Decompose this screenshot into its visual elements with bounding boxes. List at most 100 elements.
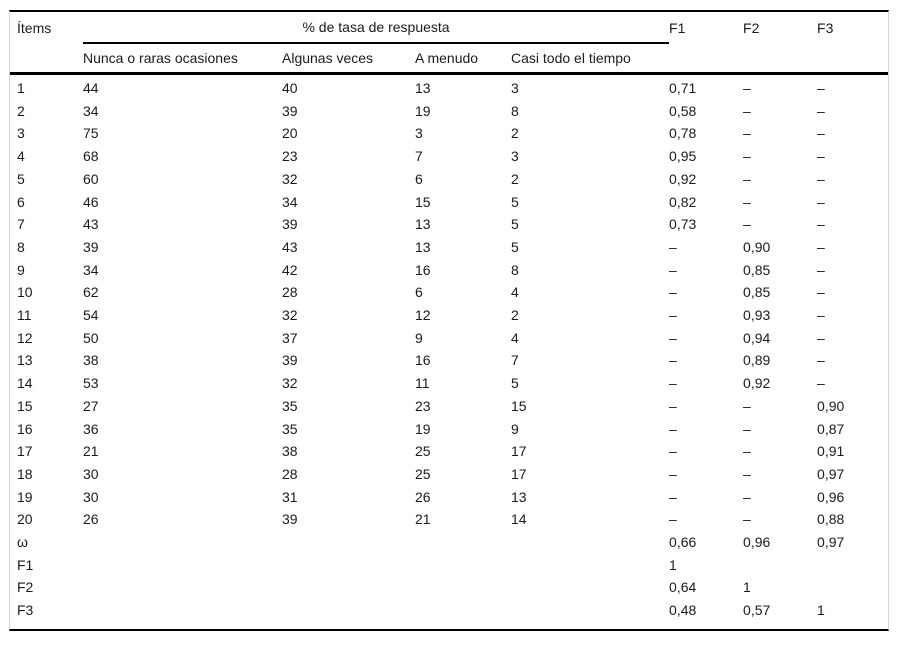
factor-cell: 0,57 bbox=[743, 602, 771, 619]
response-cell: 16 bbox=[415, 352, 431, 369]
factor-cell: – bbox=[669, 465, 677, 482]
response-cell: 13 bbox=[415, 216, 431, 233]
response-cell bbox=[282, 531, 415, 554]
response-cell: 32 bbox=[282, 375, 298, 392]
factor-cell: 0,92 bbox=[669, 170, 697, 187]
response-cell: 5 bbox=[511, 375, 519, 392]
response-cell bbox=[415, 599, 511, 629]
response-cell: 2 bbox=[511, 170, 519, 187]
item-cell: F3 bbox=[17, 602, 34, 619]
factor-cell: – bbox=[817, 193, 825, 210]
response-cell: 17 bbox=[511, 443, 527, 460]
factor-cell: – bbox=[743, 148, 751, 165]
header-spacer bbox=[10, 43, 83, 75]
factor-cell: – bbox=[817, 238, 825, 255]
response-cell: 8 bbox=[511, 102, 519, 119]
response-cell bbox=[511, 554, 669, 577]
item-cell: F1 bbox=[17, 556, 34, 573]
factor-cell: 1 bbox=[743, 579, 751, 596]
header-row-group: Ítems % de tasa de respuesta F1 F2 F3 bbox=[10, 12, 888, 44]
response-cell: 15 bbox=[415, 193, 431, 210]
factor-cell: 0,95 bbox=[669, 148, 697, 165]
factor-cell: – bbox=[669, 488, 677, 505]
factor-cell: 0,91 bbox=[817, 443, 845, 460]
response-cell: 25 bbox=[415, 443, 431, 460]
item-cell: 7 bbox=[17, 216, 25, 233]
response-cell: 37 bbox=[282, 329, 298, 346]
response-cell: 39 bbox=[282, 102, 298, 119]
response-cell: 39 bbox=[83, 238, 99, 255]
table-row: 19 30 31 26 13 – – 0,96 bbox=[10, 486, 888, 509]
response-cell: 39 bbox=[282, 216, 298, 233]
response-cell: 23 bbox=[282, 148, 298, 165]
response-cell: 6 bbox=[415, 284, 423, 301]
response-cell: 3 bbox=[511, 80, 519, 96]
response-cell: 39 bbox=[282, 511, 298, 528]
response-cell: 16 bbox=[415, 261, 431, 278]
header-spacer bbox=[817, 43, 888, 75]
item-cell: 5 bbox=[17, 170, 25, 187]
response-cell: 27 bbox=[83, 397, 99, 414]
factor-cell: – bbox=[817, 102, 825, 119]
factor-cell: 0,85 bbox=[743, 261, 771, 278]
response-cell: 25 bbox=[415, 465, 431, 482]
response-cell: 20 bbox=[282, 125, 298, 142]
table-row: 13 38 39 16 7 – 0,89 – bbox=[10, 349, 888, 372]
response-cell bbox=[511, 531, 669, 554]
item-cell: 17 bbox=[17, 443, 33, 460]
response-cell: 31 bbox=[282, 488, 298, 505]
item-cell: 20 bbox=[17, 511, 33, 528]
table-row: 1 44 40 13 3 0,71 – – bbox=[10, 74, 888, 100]
response-cell: 13 bbox=[415, 238, 431, 255]
response-cell: 26 bbox=[83, 511, 99, 528]
column-header-nunca: Nunca o raras ocasiones bbox=[83, 43, 282, 75]
response-cell: 3 bbox=[415, 125, 423, 142]
factor-cell: – bbox=[669, 329, 677, 346]
factor-cell: 0,88 bbox=[817, 511, 845, 528]
factor-cell: – bbox=[743, 80, 751, 96]
factor-cell: – bbox=[743, 465, 751, 482]
item-cell: 6 bbox=[17, 193, 25, 210]
factor-cell: – bbox=[743, 420, 751, 437]
table-header: Ítems % de tasa de respuesta F1 F2 F3 Nu… bbox=[10, 12, 888, 75]
response-rate-factor-table: Ítems % de tasa de respuesta F1 F2 F3 Nu… bbox=[10, 12, 888, 629]
response-cell: 60 bbox=[83, 170, 99, 187]
response-cell: 8 bbox=[511, 261, 519, 278]
table-row: 4 68 23 7 3 0,95 – – bbox=[10, 145, 888, 168]
response-cell: 7 bbox=[511, 352, 519, 369]
response-cell: 28 bbox=[282, 284, 298, 301]
item-cell: 4 bbox=[17, 148, 25, 165]
table-row: 9 34 42 16 8 – 0,85 – bbox=[10, 259, 888, 282]
item-cell: F2 bbox=[17, 579, 34, 596]
factor-cell: – bbox=[669, 443, 677, 460]
factor-cell: – bbox=[669, 397, 677, 414]
response-cell bbox=[83, 531, 282, 554]
header-spacer bbox=[669, 43, 744, 75]
response-cell: 42 bbox=[282, 261, 298, 278]
table-row: 3 75 20 3 2 0,78 – – bbox=[10, 122, 888, 145]
table-row: 16 36 35 19 9 – – 0,87 bbox=[10, 418, 888, 441]
response-cell: 12 bbox=[415, 307, 431, 324]
response-cell: 75 bbox=[83, 125, 99, 142]
factor-cell: – bbox=[817, 375, 825, 392]
column-header-items: Ítems bbox=[17, 19, 52, 36]
response-cell bbox=[415, 554, 511, 577]
factor-cell: – bbox=[743, 193, 751, 210]
response-cell: 38 bbox=[282, 443, 298, 460]
factor-cell: – bbox=[743, 125, 751, 142]
item-cell: 14 bbox=[17, 375, 33, 392]
factor-cell: 0,96 bbox=[743, 534, 771, 551]
factor-cell bbox=[817, 576, 888, 599]
header-row-subcolumns: Nunca o raras ocasiones Algunas veces A … bbox=[10, 43, 888, 75]
response-cell: 5 bbox=[511, 193, 519, 210]
factor-cell: 0,58 bbox=[669, 102, 697, 119]
response-cell: 30 bbox=[83, 488, 99, 505]
response-cell: 5 bbox=[511, 216, 519, 233]
response-cell: 17 bbox=[511, 465, 527, 482]
factor-cell: 0,90 bbox=[743, 238, 771, 255]
response-cell: 68 bbox=[83, 148, 99, 165]
response-cell bbox=[83, 576, 282, 599]
column-header-casi-todo: Casi todo el tiempo bbox=[511, 43, 670, 75]
table-row: 20 26 39 21 14 – – 0,88 bbox=[10, 508, 888, 531]
factor-cell: 1 bbox=[669, 556, 677, 573]
